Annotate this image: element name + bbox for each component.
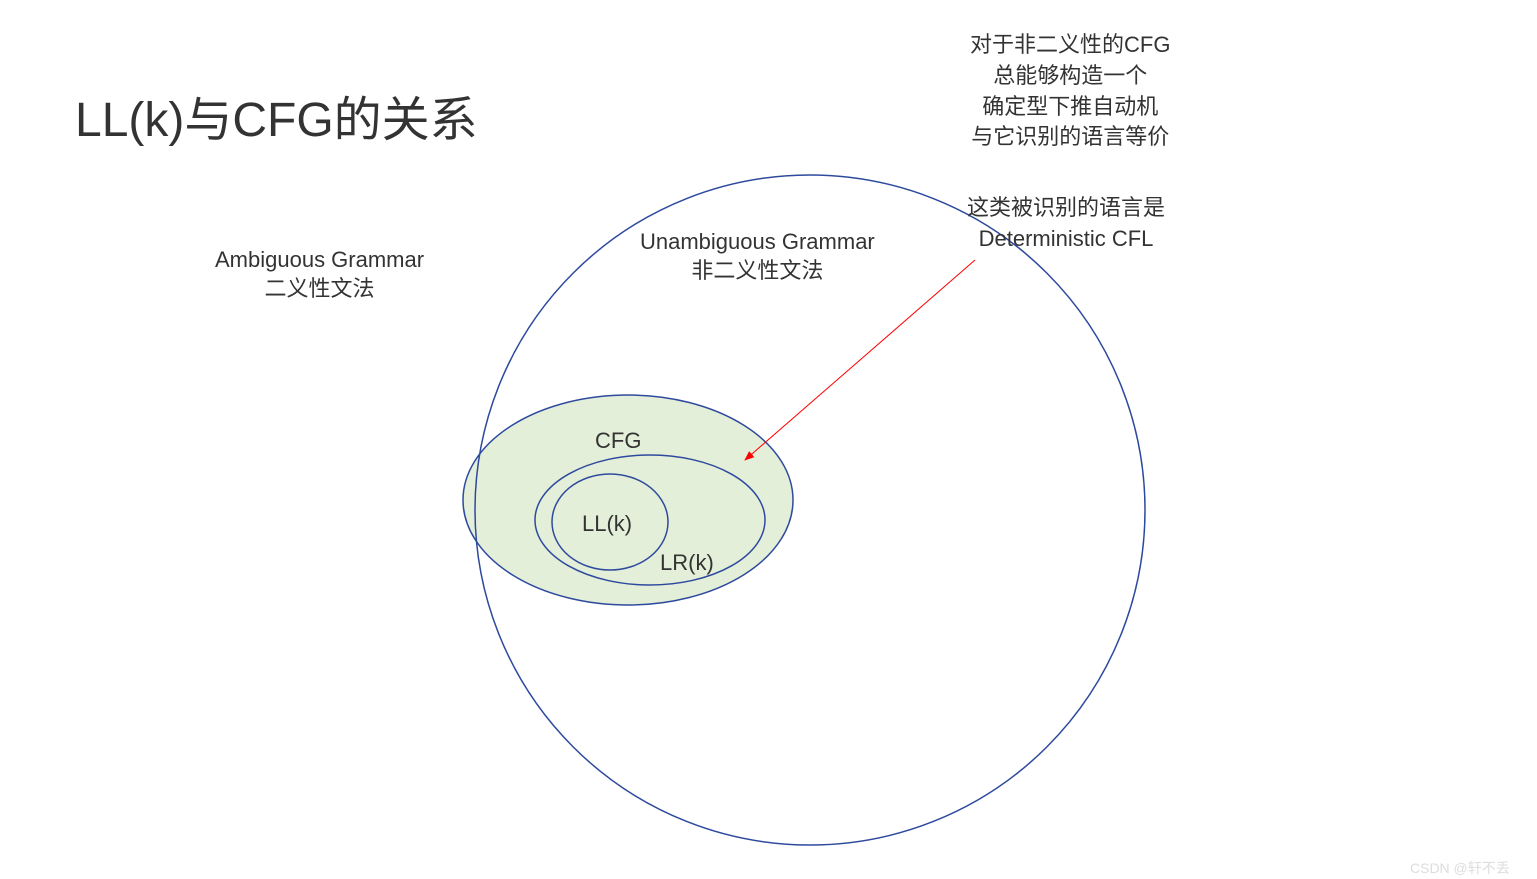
unambiguous-label-zh: 非二义性文法 xyxy=(640,257,875,286)
note-1-line: 总能够构造一个 xyxy=(970,61,1170,92)
note-1: 对于非二义性的CFG总能够构造一个确定型下推自动机与它识别的语言等价 xyxy=(970,30,1170,153)
lrk-label: LR(k) xyxy=(660,549,714,578)
note-1-line: 对于非二义性的CFG xyxy=(970,30,1170,61)
ambiguous-label-en: Ambiguous Grammar xyxy=(215,246,424,275)
page-title: LL(k)与CFG的关系 xyxy=(75,80,478,150)
cfg-label: CFG xyxy=(595,427,641,456)
note-2: 这类被识别的语言是Deterministic CFL xyxy=(967,193,1165,255)
watermark: CSDN @轩不丢 xyxy=(1410,858,1510,878)
ambiguous-label-zh: 二义性文法 xyxy=(215,275,424,304)
note-1-line: 确定型下推自动机 xyxy=(970,92,1170,123)
llk-label: LL(k) xyxy=(582,510,632,539)
note-2-line: Deterministic CFL xyxy=(967,224,1165,255)
unambiguous-label-en: Unambiguous Grammar xyxy=(640,228,875,257)
note-2-line: 这类被识别的语言是 xyxy=(967,193,1165,224)
unambiguous-label: Unambiguous Grammar 非二义性文法 xyxy=(640,228,875,285)
note-1-line: 与它识别的语言等价 xyxy=(970,122,1170,153)
note-arrow xyxy=(745,260,975,460)
ambiguous-label: Ambiguous Grammar 二义性文法 xyxy=(215,246,424,303)
